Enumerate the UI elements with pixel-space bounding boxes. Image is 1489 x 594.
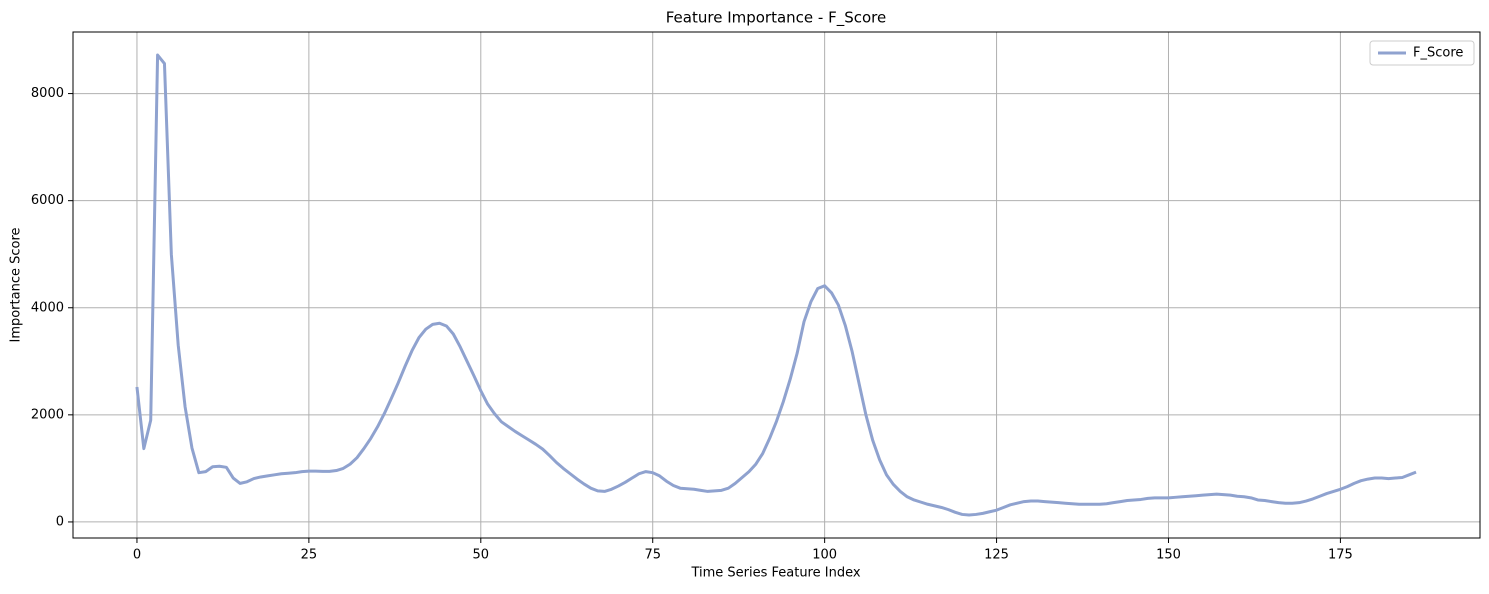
y-tick-label: 4000 [31, 300, 64, 315]
x-axis-label: Time Series Feature Index [690, 566, 860, 581]
legend-label: F_Score [1413, 46, 1463, 61]
x-tick-label: 0 [133, 548, 141, 563]
plot-frame [72, 31, 1481, 539]
x-tick-label: 125 [984, 548, 1009, 563]
y-tick-label: 2000 [31, 407, 64, 422]
y-tick-label: 8000 [31, 86, 64, 101]
y-tick-label: 0 [56, 514, 64, 529]
y-tick-label: 6000 [31, 193, 64, 208]
y-axis-label: Importance Score [9, 227, 24, 342]
x-tick-label: 75 [644, 548, 661, 563]
x-tick-label: 100 [812, 548, 837, 563]
data-line [135, 53, 1417, 517]
chart-title: Feature Importance - F_Score [666, 9, 887, 28]
x-tick-label: 175 [1328, 548, 1353, 563]
x-tick-label: 25 [301, 548, 318, 563]
legend-box [1369, 40, 1475, 66]
x-tick-label: 50 [473, 548, 490, 563]
x-tick-label: 150 [1156, 548, 1181, 563]
